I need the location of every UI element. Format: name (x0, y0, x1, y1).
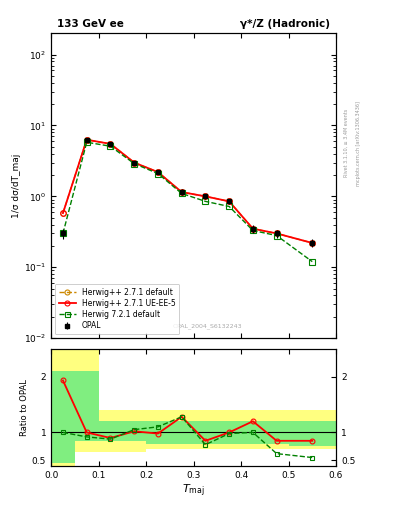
Legend: Herwig++ 2.7.1 default, Herwig++ 2.7.1 UE-EE-5, Herwig 7.2.1 default, OPAL: Herwig++ 2.7.1 default, Herwig++ 2.7.1 U… (55, 284, 179, 334)
Text: γ*/Z (Hadronic): γ*/Z (Hadronic) (240, 19, 330, 29)
Herwig++ 2.7.1 default (108, 141, 113, 147)
Bar (75, 371, 99, 441)
Herwig++ 2.7.1 UE-EE-5 (203, 194, 208, 200)
Herwig 7.2.1 default (179, 190, 184, 197)
Bar (51, 371, 75, 463)
Herwig++ 2.7.1 default (203, 194, 208, 200)
Herwig++ 2.7.1 default (156, 169, 160, 175)
Herwig++ 2.7.1 UE-EE-5 (156, 169, 160, 175)
Y-axis label: Ratio to OPAL: Ratio to OPAL (20, 379, 29, 436)
Bar (75, 343, 99, 452)
Herwig 7.2.1 default (274, 232, 279, 239)
Herwig 7.2.1 default (251, 227, 255, 233)
Bar (241, 421, 288, 443)
Bar (99, 421, 146, 441)
Herwig 7.2.1 default (227, 203, 231, 209)
Herwig++ 2.7.1 default (132, 159, 136, 165)
Herwig 7.2.1 default (108, 143, 113, 150)
Herwig++ 2.7.1 default (227, 198, 231, 204)
Herwig++ 2.7.1 default (274, 230, 279, 237)
Herwig++ 2.7.1 default (310, 240, 315, 246)
Bar (241, 410, 288, 449)
Line: Herwig++ 2.7.1 default: Herwig++ 2.7.1 default (60, 137, 315, 246)
Text: mcplots.cern.ch [arXiv:1306.3436]: mcplots.cern.ch [arXiv:1306.3436] (356, 101, 361, 186)
Line: Herwig 7.2.1 default: Herwig 7.2.1 default (60, 139, 315, 264)
Text: Rivet 3.1.10, ≥ 3.4M events: Rivet 3.1.10, ≥ 3.4M events (344, 109, 349, 178)
Herwig++ 2.7.1 default (84, 137, 89, 143)
Herwig 7.2.1 default (84, 139, 89, 145)
Herwig++ 2.7.1 UE-EE-5 (251, 226, 255, 232)
Herwig 7.2.1 default (203, 198, 208, 204)
Herwig++ 2.7.1 UE-EE-5 (108, 141, 113, 147)
Herwig++ 2.7.1 default (251, 226, 255, 232)
Bar (146, 410, 193, 449)
Herwig++ 2.7.1 UE-EE-5 (61, 210, 65, 216)
Bar (99, 410, 146, 452)
X-axis label: $T_\mathrm{maj}$: $T_\mathrm{maj}$ (182, 482, 205, 499)
Herwig 7.2.1 default (61, 230, 65, 237)
Y-axis label: 1/σ dσ/dT_maj: 1/σ dσ/dT_maj (12, 154, 21, 218)
Herwig++ 2.7.1 UE-EE-5 (132, 159, 136, 165)
Bar (288, 421, 336, 446)
Herwig++ 2.7.1 UE-EE-5 (274, 230, 279, 237)
Herwig++ 2.7.1 UE-EE-5 (310, 240, 315, 246)
Herwig++ 2.7.1 UE-EE-5 (84, 137, 89, 143)
Herwig++ 2.7.1 default (61, 210, 65, 216)
Bar (193, 421, 241, 443)
Herwig 7.2.1 default (156, 170, 160, 177)
Bar (288, 410, 336, 449)
Herwig 7.2.1 default (132, 161, 136, 167)
Herwig++ 2.7.1 UE-EE-5 (227, 198, 231, 204)
Bar (146, 421, 193, 443)
Bar (51, 343, 75, 468)
Herwig 7.2.1 default (310, 259, 315, 265)
Herwig++ 2.7.1 default (179, 189, 184, 195)
Text: OPAL_2004_S6132243: OPAL_2004_S6132243 (173, 323, 242, 329)
Text: 133 GeV ee: 133 GeV ee (57, 19, 124, 29)
Herwig++ 2.7.1 UE-EE-5 (179, 189, 184, 195)
Bar (193, 410, 241, 449)
Line: Herwig++ 2.7.1 UE-EE-5: Herwig++ 2.7.1 UE-EE-5 (60, 137, 315, 246)
